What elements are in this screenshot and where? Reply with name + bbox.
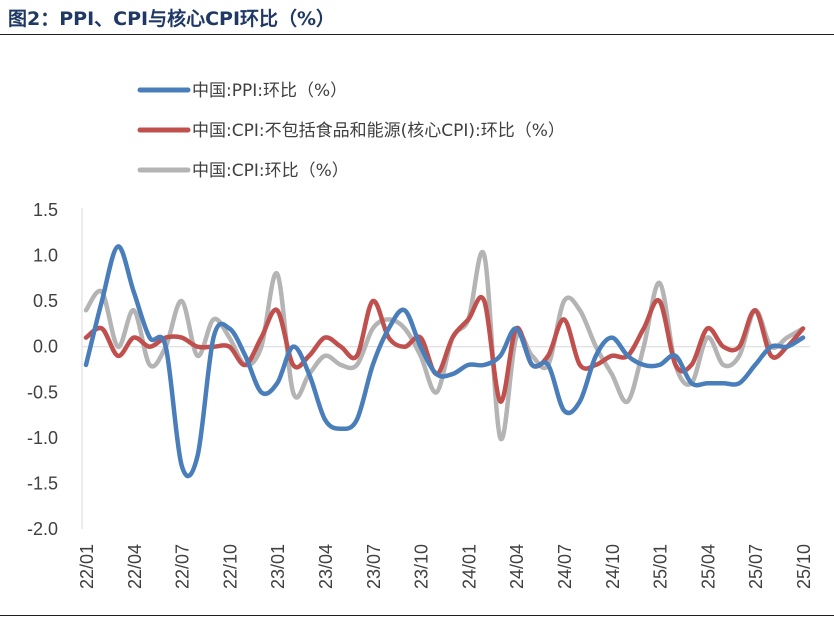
x-tick-label: 24/01: [459, 544, 479, 589]
x-tick-label: 23/01: [268, 544, 288, 589]
x-tick-label: 22/04: [125, 544, 145, 589]
series-lines: [83, 244, 806, 479]
y-tick-label: -1.0: [27, 428, 58, 448]
x-tick-label: 24/07: [555, 544, 575, 589]
y-tick-label: -1.5: [27, 473, 58, 493]
y-tick-label: -2.0: [27, 519, 58, 539]
series-line-ppi: [83, 244, 806, 479]
y-tick-label: 0.0: [33, 337, 58, 357]
y-axis: 1.5 1.0 0.5 0.0 -0.5 -1.0 -1.5 -2.0: [27, 200, 83, 539]
x-tick-label: 24/10: [603, 544, 623, 589]
x-tick-label: 22/07: [173, 544, 193, 589]
x-tick-label: 25/04: [698, 544, 718, 589]
x-tick-label: 22/10: [220, 544, 240, 589]
legend-label-2: 中国:CPI:不包括食品和能源(核心CPI):环比（%）: [192, 121, 565, 141]
x-tick-label: 25/01: [651, 544, 671, 589]
y-tick-label: 0.5: [33, 291, 58, 311]
legend: 中国:PPI:环比（%） 中国:CPI:不包括食品和能源(核心CPI):环比（%）…: [137, 81, 565, 181]
x-axis: 22/01 22/04 22/07 22/10 23/01 23/04 23/07 23/10…: [77, 346, 814, 589]
x-tick-label: 23/10: [412, 544, 432, 589]
y-tick-label: 1.5: [33, 200, 58, 220]
x-tick-label: 25/07: [746, 544, 766, 589]
x-tick-label: 22/01: [77, 544, 97, 589]
series-line-core-cpi: [83, 295, 806, 404]
x-tick-label: 23/07: [364, 544, 384, 589]
x-tick-label: 23/04: [316, 544, 336, 589]
x-tick-label: 24/04: [507, 544, 527, 589]
y-tick-label: -0.5: [27, 382, 58, 402]
title-bar: 图2：PPI、CPI与核心CPI环比（%）: [0, 0, 834, 34]
y-tick-label: 1.0: [33, 246, 58, 266]
x-tick-label: 25/10: [794, 544, 814, 589]
legend-label-3: 中国:CPI:环比（%）: [192, 161, 349, 181]
legend-label-1: 中国:PPI:环比（%）: [192, 81, 347, 101]
top-rule: [0, 34, 834, 35]
bottom-rule: [0, 615, 834, 616]
chart-title: 图2：PPI、CPI与核心CPI环比（%）: [8, 8, 336, 30]
